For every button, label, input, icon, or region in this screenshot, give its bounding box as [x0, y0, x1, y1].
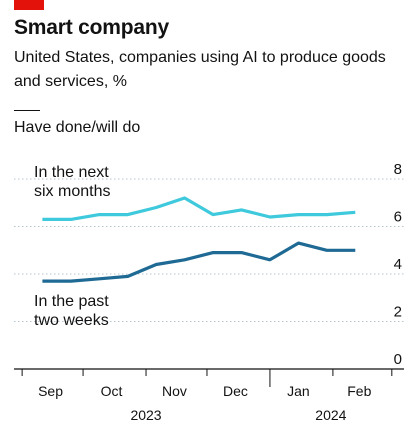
x-tick-label-jan: Jan — [287, 383, 310, 399]
y-tick-label-0: 0 — [394, 351, 402, 368]
series-label-next-six-months: In the next six months — [34, 164, 110, 200]
series-label-line: In the past — [34, 293, 109, 310]
chart-subtitle: United States, companies using AI to pro… — [14, 49, 386, 90]
gridlines-group — [14, 178, 404, 370]
year-label-2023: 2023 — [130, 407, 161, 423]
series-lines-group — [42, 196, 356, 283]
chart-title: Smart company — [14, 16, 169, 39]
x-tick-label-nov: Nov — [162, 383, 187, 399]
y-tick-label-4: 4 — [394, 256, 402, 273]
series-label-line: two weeks — [34, 312, 109, 329]
series-label-line: In the next — [34, 164, 109, 181]
x-tick-label-sep: Sep — [38, 383, 63, 399]
heading-rule — [14, 110, 40, 111]
x-axis-group: Sep Oct Nov Dec Jan Feb 2023 2024 — [21, 369, 393, 423]
y-tick-label-8: 8 — [394, 161, 402, 178]
series-line-past-two-weeks — [42, 241, 356, 283]
series-labels-group: In the next six months In the past two week… — [34, 164, 110, 329]
series-label-line: six months — [34, 183, 110, 200]
x-tick-label-dec: Dec — [223, 383, 248, 399]
series-heading: Have done/will do — [14, 119, 141, 136]
y-tick-label-6: 6 — [394, 209, 402, 226]
x-tick-label-feb: Feb — [347, 383, 371, 399]
y-tick-label-2: 2 — [394, 304, 402, 321]
year-label-2024: 2024 — [315, 407, 346, 423]
y-tick-labels-group: 0 2 4 6 8 — [394, 161, 402, 368]
series-label-past-two-weeks: In the past two weeks — [34, 293, 109, 329]
x-tick-label-oct: Oct — [101, 383, 123, 399]
brand-red-tag — [14, 0, 44, 10]
series-line-next-six-months — [42, 196, 356, 221]
